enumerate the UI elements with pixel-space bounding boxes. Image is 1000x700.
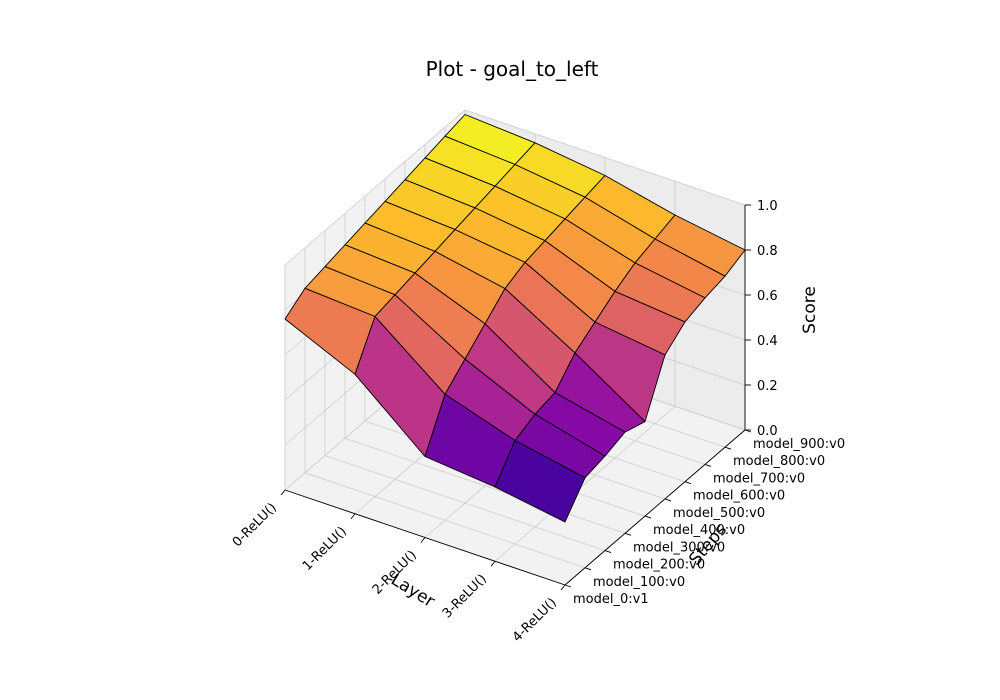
y-tick <box>724 446 732 450</box>
surface <box>284 114 746 523</box>
x-tick-label: 4-ReLU() <box>510 595 560 645</box>
y-tick <box>664 498 672 502</box>
y-tick-label: model_800:v0 <box>733 454 825 469</box>
z-tick-label: 0.8 <box>757 244 778 259</box>
y-tick-label: model_300:v0 <box>633 540 725 555</box>
y-tick <box>604 550 612 553</box>
z-tick-label: 1.0 <box>757 199 778 214</box>
z-tick-label: 0.0 <box>757 424 778 439</box>
x-tick <box>490 560 496 567</box>
z-tick-label: 0.6 <box>757 289 778 304</box>
y-tick-label: model_700:v0 <box>713 471 805 486</box>
x-axis-label: Layer <box>387 570 438 612</box>
y-tick-label: model_200:v0 <box>613 558 705 573</box>
y-tick <box>584 567 592 571</box>
x-tick <box>420 537 426 543</box>
surface-patch <box>494 440 586 523</box>
y-tick <box>644 515 652 519</box>
y-tick <box>684 481 692 485</box>
y-tick-label: model_400:v0 <box>653 523 745 538</box>
y-tick <box>624 532 632 536</box>
x-tick-label: 1-ReLU() <box>300 524 350 574</box>
y-tick <box>564 584 572 588</box>
axis-lines <box>280 204 752 591</box>
y-tick <box>704 464 712 467</box>
z-tick-label: 0.4 <box>757 334 778 349</box>
x-tick <box>560 584 566 591</box>
x-tick-label: 0-ReLU() <box>230 500 280 550</box>
y-tick-label: model_500:v0 <box>673 506 765 521</box>
x-tick-label: 3-ReLU() <box>440 571 490 621</box>
x-tick <box>280 489 286 496</box>
y-tick-label: model_100:v0 <box>593 575 685 590</box>
x-tick <box>350 513 356 520</box>
y-axis-line <box>564 429 746 586</box>
y-tick-label: model_900:v0 <box>753 437 845 452</box>
y-tick-label: model_600:v0 <box>693 489 785 504</box>
z-axis-label: Score <box>800 286 820 334</box>
grid-line-score <box>284 109 746 266</box>
chart-title: Plot - goal_to_left <box>426 57 599 81</box>
y-tick-label: model_0:v1 <box>573 592 649 607</box>
z-tick-label: 0.2 <box>757 379 778 394</box>
